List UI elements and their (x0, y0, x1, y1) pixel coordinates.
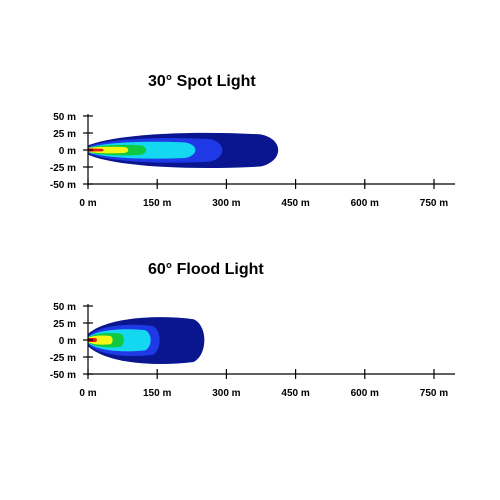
y-tick-label: -25 m (50, 353, 76, 364)
y-tick-label: -50 m (50, 370, 76, 381)
y-tick-label: 25 m (53, 129, 76, 140)
intensity-contour (88, 335, 113, 345)
x-tick-label: 0 m (79, 388, 96, 399)
x-tick-label: 300 m (212, 198, 240, 209)
chart-title: 30° Spot Light (148, 73, 256, 90)
y-tick-label: 0 m (59, 146, 76, 157)
x-tick-label: 300 m (212, 388, 240, 399)
x-tick-label: 450 m (281, 388, 309, 399)
x-tick-label: 150 m (143, 388, 171, 399)
y-tick-label: -50 m (50, 180, 76, 191)
intensity-contour (88, 148, 104, 152)
x-tick-label: 750 m (420, 198, 448, 209)
y-tick-label: -25 m (50, 163, 76, 174)
x-tick-label: 450 m (281, 198, 309, 209)
x-tick-label: 150 m (143, 198, 171, 209)
x-tick-label: 750 m (420, 388, 448, 399)
x-tick-label: 0 m (79, 198, 96, 209)
y-tick-label: 25 m (53, 319, 76, 330)
y-tick-label: 50 m (53, 302, 76, 313)
chart-title: 60° Flood Light (148, 261, 264, 278)
x-tick-label: 600 m (351, 198, 379, 209)
y-tick-label: 50 m (53, 112, 76, 123)
x-tick-label: 600 m (351, 388, 379, 399)
y-tick-label: 0 m (59, 336, 76, 347)
intensity-contour (88, 146, 129, 154)
